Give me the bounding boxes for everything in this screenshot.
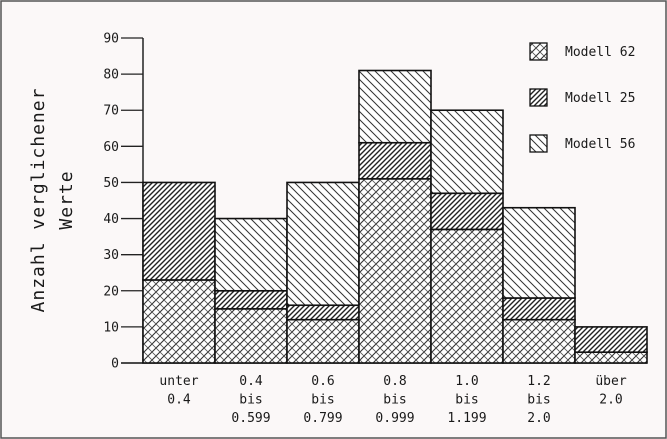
- x-category-label: bis: [383, 393, 406, 408]
- y-tick-label: 20: [103, 284, 119, 299]
- bar-segment: [214, 308, 288, 364]
- legend-label: Modell 25: [565, 91, 635, 106]
- bar-segment: [502, 297, 576, 321]
- x-category-label: 1.2: [527, 374, 550, 389]
- y-tick-label: 30: [103, 248, 119, 263]
- x-category-label: bis: [527, 393, 550, 408]
- x-category-label: 0.999: [375, 411, 414, 426]
- x-category-label: 2.0: [599, 393, 622, 408]
- y-axis-title: Anzahl verglichener Werte: [28, 88, 77, 313]
- bars: [142, 69, 648, 364]
- bar-segment: [502, 318, 576, 364]
- y-axis: 0 10 20 30 40 50 60 70 80 90: [103, 32, 647, 372]
- legend: Modell 62 Modell 25 Modell 56: [529, 42, 635, 153]
- bar-segment: [430, 192, 504, 231]
- bar-segment: [430, 228, 504, 364]
- y-tick-label: 10: [103, 320, 119, 335]
- y-axis-title-line-2: Werte: [56, 170, 77, 229]
- bar-segment: [214, 217, 288, 292]
- legend-label: Modell 56: [565, 137, 635, 152]
- x-category-label: 0.4: [239, 374, 263, 389]
- x-category-label: 0.6: [311, 374, 334, 389]
- bar-segment: [358, 69, 432, 144]
- y-tick-label: 0: [111, 357, 119, 372]
- bar-segment: [358, 178, 432, 364]
- x-category-label: 0.599: [231, 411, 270, 426]
- bar-segment: [286, 304, 360, 321]
- bar-segment: [286, 181, 360, 307]
- bar-segment: [358, 141, 432, 180]
- x-axis-labels: unter 0.4 0.4 bis 0.599 0.6 bis 0.799 0.8 bis 0.99…: [159, 374, 626, 426]
- x-category-label: bis: [239, 393, 262, 408]
- y-tick-label: 40: [103, 212, 119, 227]
- y-tick-label: 90: [103, 32, 119, 47]
- legend-swatch: [529, 134, 548, 153]
- bar-segment: [574, 351, 648, 364]
- x-category-label: 0.4: [167, 393, 191, 408]
- bar-segment: [502, 206, 576, 299]
- bar-segment: [430, 109, 504, 195]
- y-tick-label: 60: [103, 140, 119, 155]
- y-tick-label: 80: [103, 68, 119, 83]
- x-category-label: 2.0: [527, 411, 550, 426]
- bar-segment: [214, 289, 288, 310]
- x-category-label: unter: [159, 374, 198, 389]
- legend-swatch: [529, 42, 548, 61]
- y-tick-label: 70: [103, 104, 119, 119]
- legend-swatch: [529, 88, 548, 107]
- bar-segment: [286, 318, 360, 364]
- x-category-label: bis: [311, 393, 334, 408]
- bar-segment: [142, 181, 216, 281]
- legend-label: Modell 62: [565, 45, 635, 60]
- x-category-label: 0.799: [303, 411, 342, 426]
- x-category-label: über: [595, 374, 626, 389]
- bar-segment: [142, 279, 216, 364]
- x-category-label: 1.199: [447, 411, 486, 426]
- y-tick-label: 50: [103, 176, 119, 191]
- x-category-label: bis: [455, 393, 478, 408]
- x-category-label: 0.8: [383, 374, 406, 389]
- y-axis-title-line-1: Anzahl verglichener: [28, 88, 49, 313]
- bar-segment: [574, 326, 648, 353]
- x-category-label: 1.0: [455, 374, 478, 389]
